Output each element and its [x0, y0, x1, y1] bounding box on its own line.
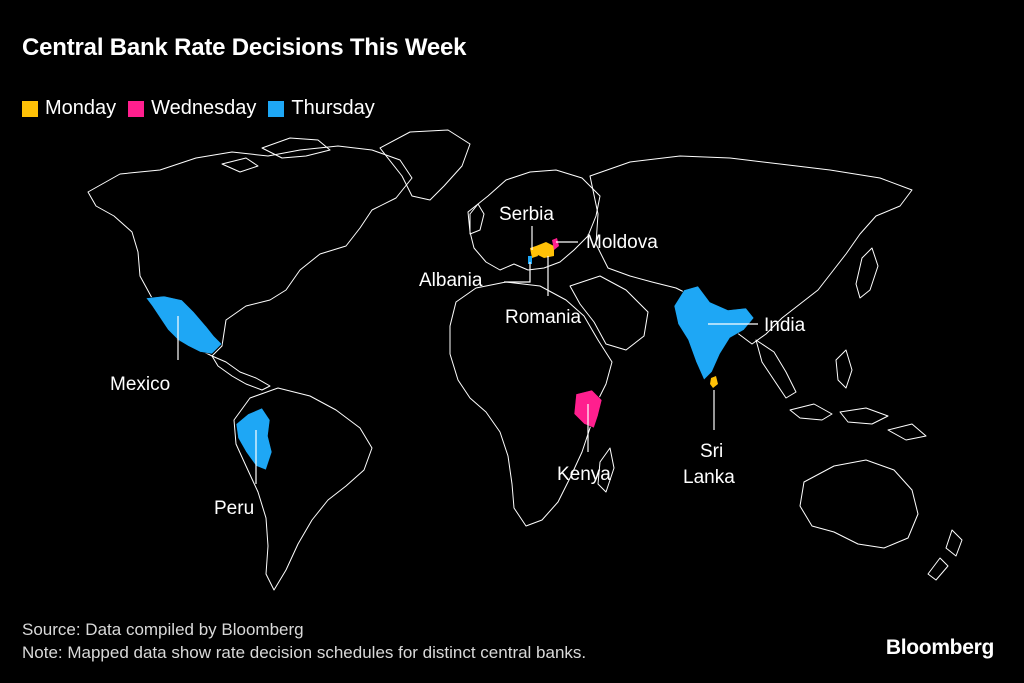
- albania-leader: [504, 262, 531, 283]
- new-zealand-outline: [927, 529, 963, 581]
- legend: Monday Wednesday Thursday: [22, 97, 387, 120]
- indonesia-outline: [789, 403, 927, 441]
- moldova-shape: [552, 238, 559, 250]
- legend-item-thursday: Thursday: [268, 97, 375, 120]
- label-moldova: Moldova: [586, 232, 658, 253]
- central-america-outline: [211, 355, 271, 391]
- japan-outline: [855, 247, 879, 299]
- madagascar-outline: [597, 447, 615, 493]
- south-america-outline: [233, 387, 373, 591]
- uk-outline: [469, 203, 485, 235]
- arabia-outline: [569, 275, 649, 351]
- greenland-outline: [379, 129, 471, 201]
- legend-label-wednesday: Wednesday: [151, 97, 257, 119]
- legend-item-wednesday: Wednesday: [128, 97, 256, 120]
- sri-lanka-shape: [710, 376, 718, 388]
- legend-swatch-monday: [22, 100, 38, 117]
- africa-outline: [449, 281, 613, 527]
- australia-outline: [799, 459, 919, 549]
- legend-label-monday: Monday: [45, 97, 117, 119]
- peru-shape: [235, 407, 273, 471]
- label-kenya: Kenya: [557, 464, 611, 485]
- southeast-asia-outline: [755, 339, 797, 399]
- highlighted-countries: [145, 238, 755, 471]
- footer: Source: Data compiled by Bloomberg Note:…: [22, 618, 586, 664]
- label-romania: Romania: [505, 307, 581, 328]
- romania-shape: [536, 242, 554, 258]
- arctic-islands-outline: [221, 137, 331, 173]
- label-serbia: Serbia: [499, 204, 554, 225]
- mexico-shape: [145, 295, 223, 355]
- legend-swatch-wednesday: [128, 100, 145, 117]
- leader-lines: [177, 226, 758, 484]
- legend-swatch-thursday: [268, 100, 285, 117]
- label-lanka: Lanka: [683, 467, 735, 488]
- source-note: Source: Data compiled by Bloomberg: [22, 620, 304, 639]
- label-mexico: Mexico: [110, 374, 170, 395]
- land-outlines: [87, 129, 963, 591]
- legend-label-thursday: Thursday: [291, 97, 375, 119]
- chart-title: Central Bank Rate Decisions This Week: [22, 34, 467, 61]
- bloomberg-logo: Bloomberg: [885, 636, 994, 659]
- north-america-outline: [87, 145, 413, 357]
- albania-shape: [528, 256, 532, 264]
- europe-outline: [467, 169, 601, 271]
- label-albania: Albania: [419, 270, 483, 291]
- label-india: India: [764, 315, 806, 336]
- data-note: Note: Mapped data show rate decision sch…: [22, 643, 587, 662]
- label-peru: Peru: [214, 498, 254, 519]
- india-shape: [673, 285, 755, 381]
- legend-item-monday: Monday: [22, 97, 116, 120]
- philippines-outline: [835, 349, 853, 389]
- label-sri: Sri: [700, 441, 723, 462]
- asia-outline: [589, 155, 913, 345]
